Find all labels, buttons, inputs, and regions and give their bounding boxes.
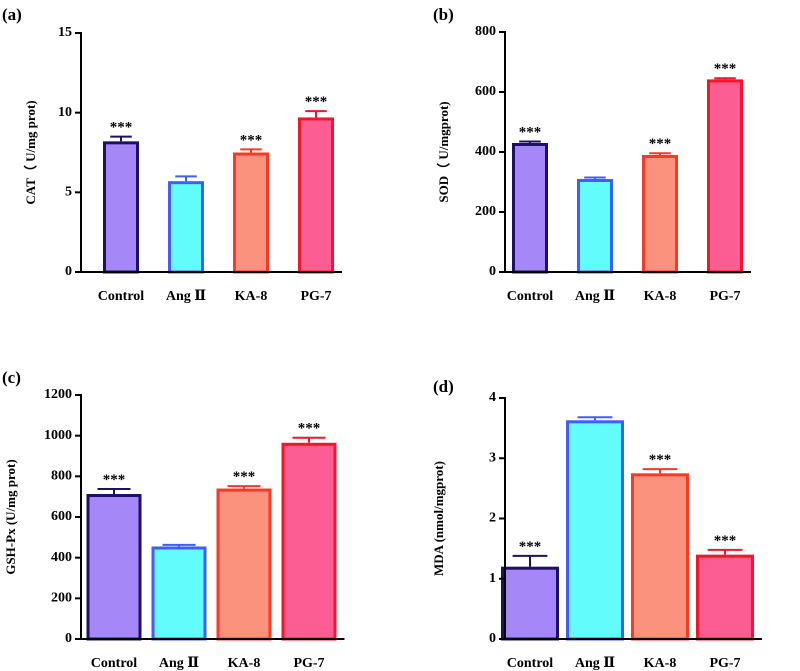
significance-label: *** <box>298 421 321 437</box>
bar-control <box>86 494 142 641</box>
y-tick-label: 200 <box>51 591 72 606</box>
significance-label: *** <box>240 132 263 148</box>
category-label: KA-8 <box>644 656 677 671</box>
panel-letter: (c) <box>2 368 21 387</box>
category-label: PG-7 <box>709 289 740 304</box>
bar-pg-7 <box>696 554 754 641</box>
significance-label: *** <box>110 120 133 136</box>
bar-ka-8 <box>631 473 689 641</box>
significance-label: *** <box>519 125 542 141</box>
bar-ka-8 <box>216 488 272 641</box>
significance-label: *** <box>649 136 672 152</box>
y-axis-label: GSH-Px (U/mg prot) <box>3 459 18 574</box>
category-label: Control <box>507 656 554 671</box>
category-label: KA-8 <box>644 289 677 304</box>
category-label: PG-7 <box>293 656 324 671</box>
category-label: PG-7 <box>709 656 740 671</box>
y-tick-label: 5 <box>65 185 72 200</box>
y-tick-label: 800 <box>475 24 496 39</box>
significance-label: *** <box>714 533 737 549</box>
y-tick-label: 600 <box>51 509 72 524</box>
y-tick-label: 15 <box>58 25 72 40</box>
panel-letter: (d) <box>433 377 454 396</box>
y-axis-label: SOD（ U/mgprot) <box>436 101 451 202</box>
bar-pg-7 <box>707 79 743 274</box>
category-label: KA-8 <box>235 289 268 304</box>
bar-ang <box>577 179 613 274</box>
category-label: KA-8 <box>228 656 261 671</box>
bar-ka-8 <box>233 152 269 274</box>
significance-label: *** <box>519 539 542 555</box>
bar-ang <box>168 181 204 274</box>
y-axis-label: MDA (nmol/mgprot) <box>431 461 446 576</box>
category-label: Ang Ⅱ <box>159 656 199 671</box>
y-tick-label: 0 <box>489 631 496 646</box>
chart-panel-3: (c) GSH-Px (U/mg prot) *** Control Ang Ⅱ *** K… <box>2 368 345 671</box>
category-label: Control <box>98 289 145 304</box>
category-label: PG-7 <box>300 289 331 304</box>
bar-ang <box>151 546 207 641</box>
y-tick-label: 0 <box>489 264 496 279</box>
panel-letter: (b) <box>433 5 454 24</box>
bar-ka-8 <box>642 155 678 274</box>
category-label: Ang Ⅱ <box>575 289 615 304</box>
bar-ang <box>566 420 624 641</box>
category-label: Ang Ⅱ <box>575 656 615 671</box>
y-tick-label: 4 <box>489 390 496 405</box>
y-axis-label: CAT（ U/mg prot) <box>23 100 38 204</box>
y-tick-label: 0 <box>65 631 72 646</box>
category-label: Control <box>507 289 554 304</box>
y-tick-label: 400 <box>475 144 496 159</box>
bar-control <box>512 143 548 274</box>
category-label: Control <box>91 656 138 671</box>
y-tick-label: 1200 <box>44 387 72 402</box>
y-tick-label: 200 <box>475 204 496 219</box>
panel-letter: (a) <box>2 5 22 24</box>
significance-label: *** <box>305 94 328 110</box>
y-tick-label: 1000 <box>44 428 72 443</box>
significance-label: *** <box>649 452 672 468</box>
y-tick-label: 3 <box>489 450 496 465</box>
y-tick-label: 0 <box>65 264 72 279</box>
bar-control <box>501 566 559 641</box>
y-tick-label: 800 <box>51 469 72 484</box>
significance-label: *** <box>233 469 256 485</box>
y-tick-label: 10 <box>58 105 72 120</box>
chart-panel-4: (d) MDA (nmol/mgprot) *** Control Ang Ⅱ *** KA… <box>431 377 762 671</box>
y-tick-label: 2 <box>489 511 496 526</box>
category-label: Ang Ⅱ <box>166 289 206 304</box>
y-tick-label: 400 <box>51 550 72 565</box>
significance-label: *** <box>103 472 126 488</box>
chart-panel-2: (b) SOD（ U/mgprot) *** Control Ang Ⅱ *** KA-8 *… <box>433 5 751 304</box>
y-tick-label: 600 <box>475 84 496 99</box>
bar-control <box>103 141 139 274</box>
significance-label: *** <box>714 61 737 77</box>
bar-pg-7 <box>298 117 334 274</box>
bar-pg-7 <box>281 442 337 641</box>
chart-panel-1: (a) CAT（ U/mg prot) *** Control Ang Ⅱ *** KA-8… <box>2 5 342 304</box>
y-tick-label: 1 <box>489 571 496 586</box>
